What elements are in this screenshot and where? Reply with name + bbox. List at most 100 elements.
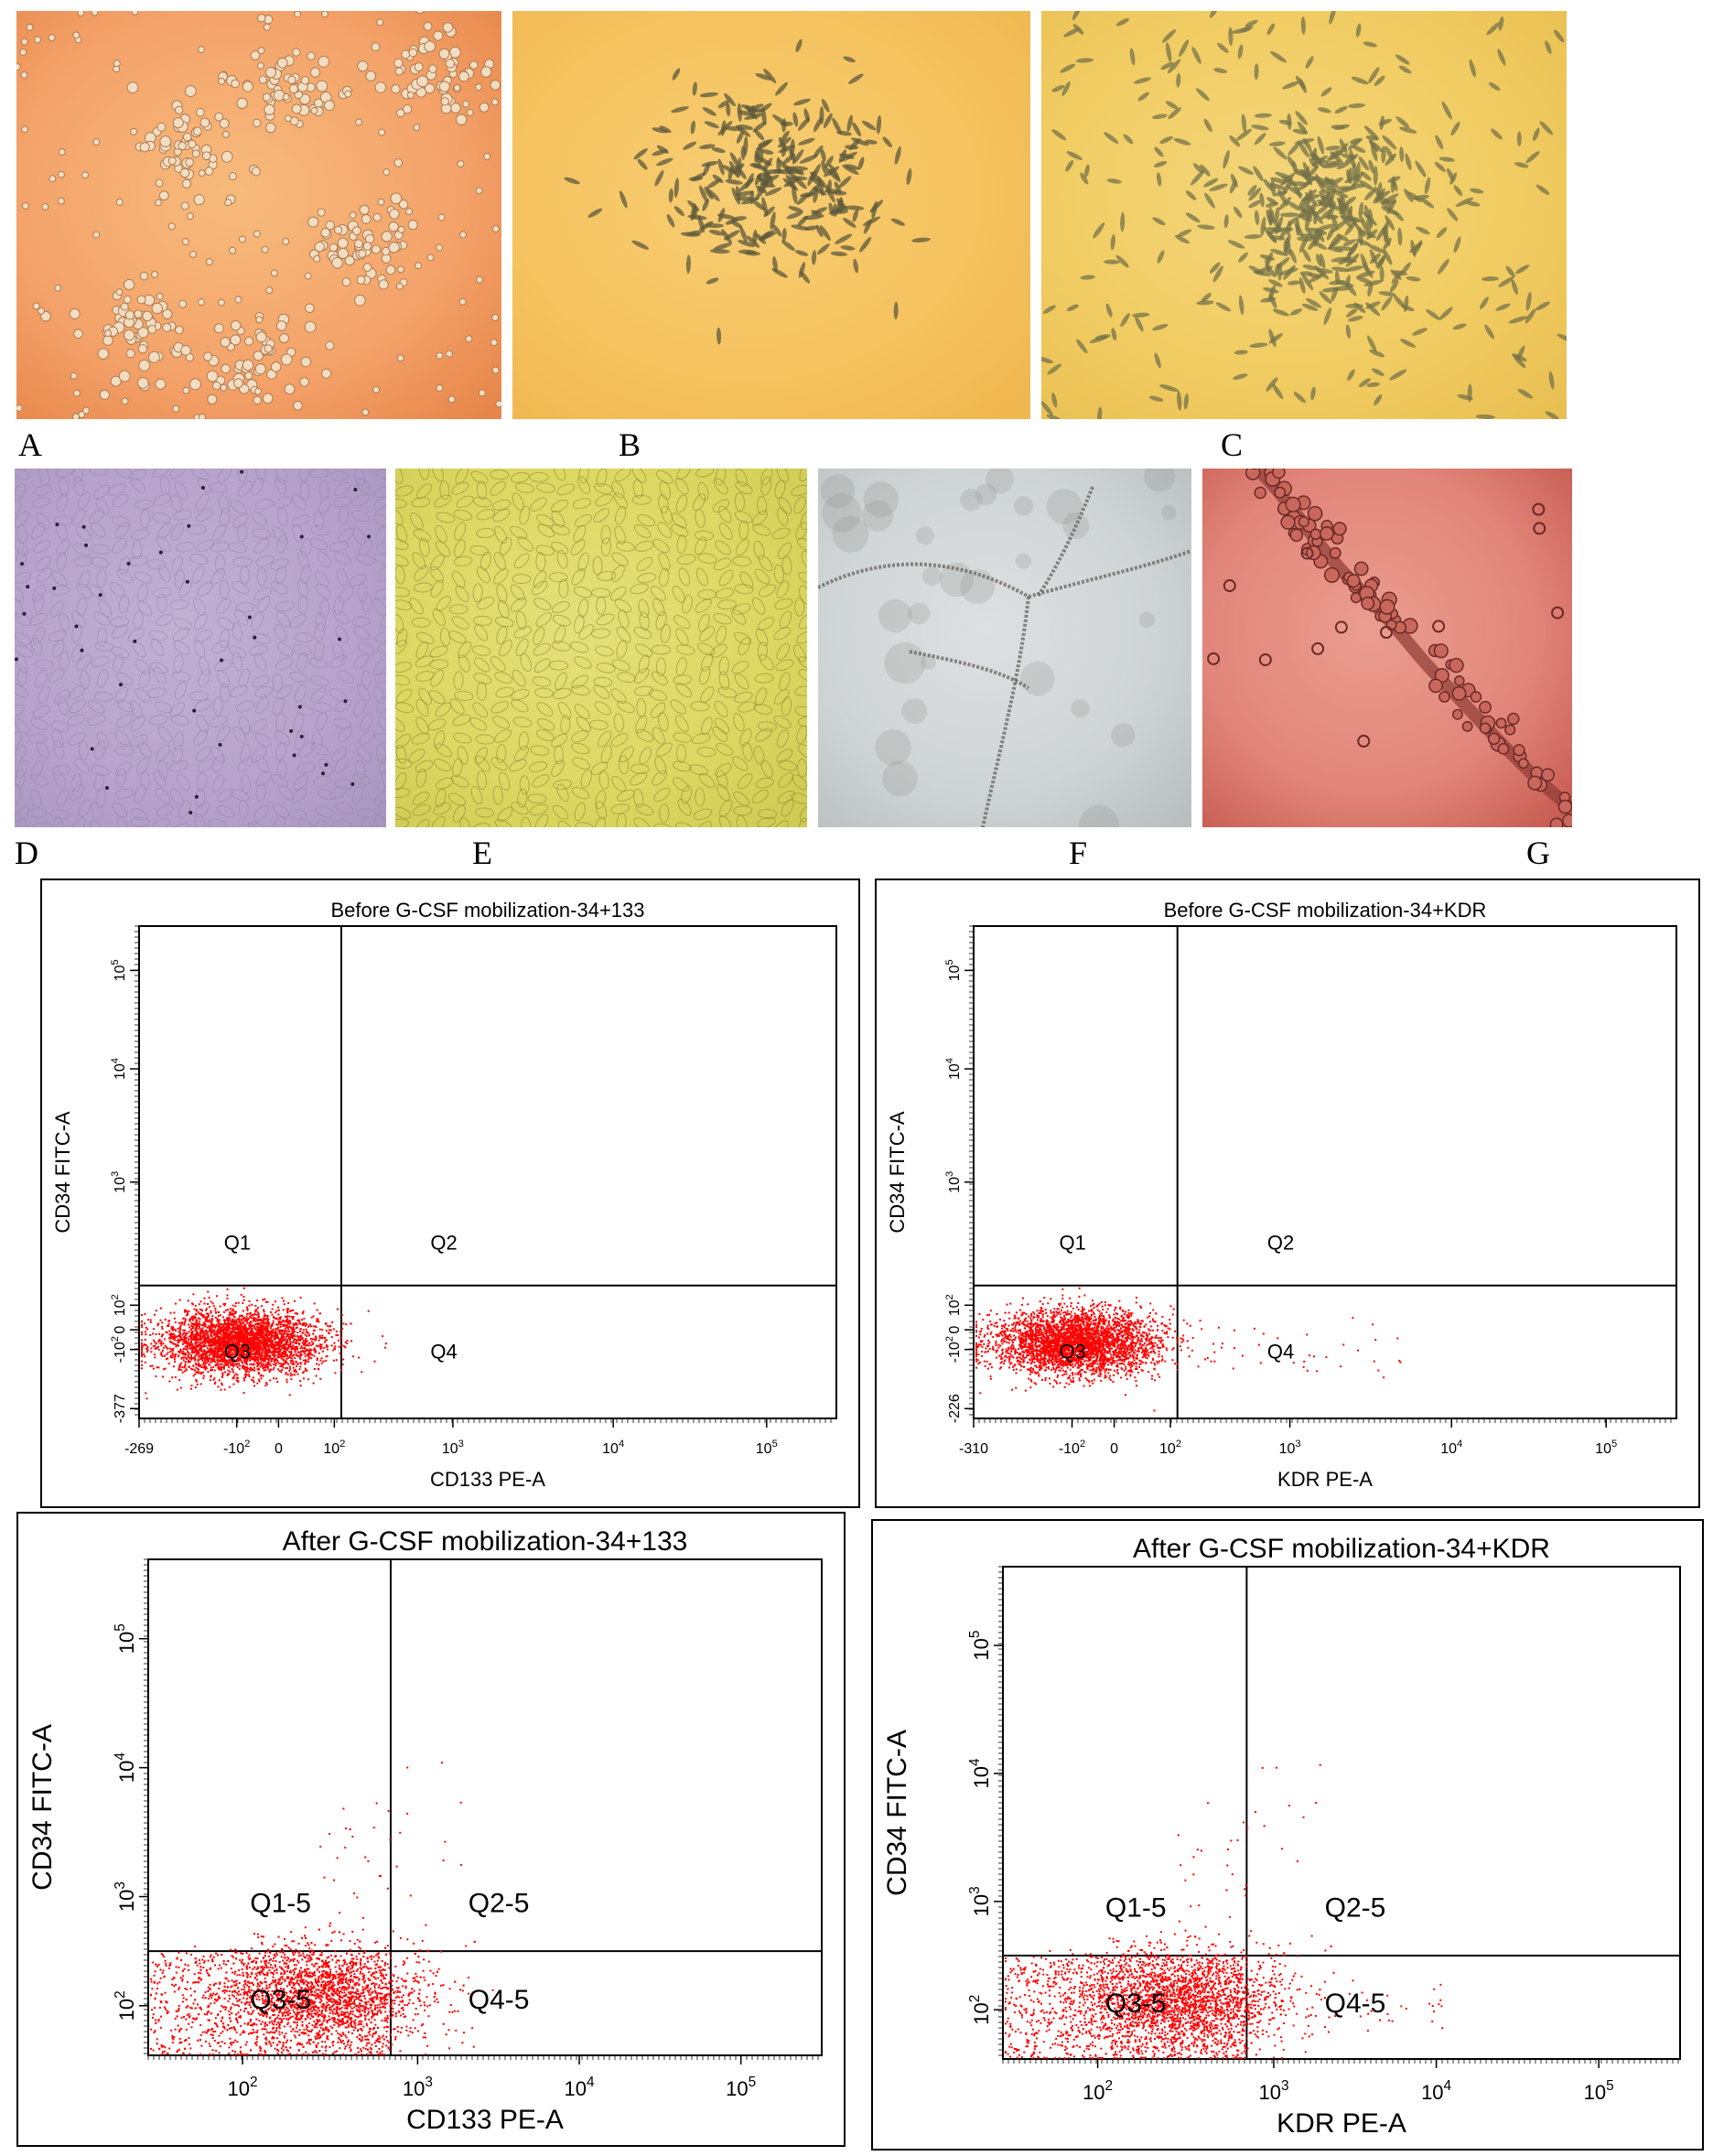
y-axis-label: CD34 FITC-A (886, 1111, 909, 1234)
panel-label-a: A (18, 426, 42, 463)
x-tick-label: 104 (602, 1439, 624, 1457)
quadrant-label-2: Q2-5 (1325, 1893, 1386, 1924)
micrograph-e (395, 469, 807, 827)
panel-label-c: C (1221, 426, 1244, 463)
x-axis-label: KDR PE-A (1277, 1468, 1373, 1491)
x-tick-label: 105 (1584, 2078, 1614, 2104)
x-tick-label: -310 (959, 1441, 988, 1457)
y-tick-label: 102 (967, 1995, 993, 2025)
x-tick-label: 102 (323, 1439, 345, 1457)
y-tick-label: 104 (110, 1058, 128, 1080)
quadrant-label-2: Q2 (1267, 1231, 1294, 1254)
y-axis-label: CD34 FITC-A (51, 1111, 74, 1234)
quadrant-label-1: Q1 (1060, 1231, 1086, 1254)
quadrant-label-4: Q4-5 (469, 1985, 530, 2015)
y-tick-label: -226 (947, 1394, 963, 1423)
micrograph-a (16, 11, 501, 419)
quadrant-label-1: Q1-5 (250, 1888, 311, 1918)
x-tick-label: -102 (223, 1439, 250, 1457)
quadrant-label-4: Q4-5 (1325, 1989, 1386, 2019)
y-tick-label: 104 (967, 1758, 993, 1788)
quadrant-label-3: Q3 (224, 1341, 251, 1364)
event-dots (975, 1287, 1402, 1412)
y-tick-label: 103 (113, 1881, 138, 1912)
y-tick-label: 105 (944, 959, 963, 981)
x-tick-label: 102 (1083, 2078, 1113, 2104)
quadrant-label-3: Q3 (1060, 1341, 1086, 1364)
micrograph-f (818, 469, 1191, 827)
y-tick-label: 102 (110, 1294, 128, 1316)
y-tick-label: 0 (113, 1326, 128, 1334)
quadrant-label-3: Q3-5 (1105, 1989, 1167, 2019)
x-tick-label: 102 (1159, 1439, 1181, 1457)
quadrant-label-1: Q1-5 (1105, 1893, 1167, 1924)
panel-label-e: E (472, 835, 492, 871)
event-dots (141, 1287, 387, 1400)
event-dots (1005, 1763, 1444, 2059)
flow-plot-before-cd133: Before G-CSF mobilization-34+133 Q1 Q2 Q3 Q4… (40, 879, 860, 1508)
micrograph-g-image (1202, 469, 1572, 827)
quadrant-label-3: Q3-5 (250, 1985, 311, 2015)
x-tick-label: 104 (1421, 2078, 1451, 2104)
x-tick-label: 104 (565, 2075, 595, 2100)
y-axis-label: CD34 FITC-A (27, 1724, 58, 1891)
x-tick-label: 105 (726, 2075, 756, 2100)
x-tick-label: 103 (442, 1439, 464, 1457)
x-tick-label: 105 (756, 1439, 778, 1457)
x-tick-label: 0 (275, 1441, 283, 1457)
flow-plot-title: Before G-CSF mobilization-34+133 (331, 899, 645, 922)
y-tick-label: 105 (113, 1623, 138, 1654)
y-tick-label: 105 (967, 1631, 993, 1661)
x-tick-label: 103 (1258, 2078, 1288, 2104)
x-tick-label: -269 (124, 1441, 154, 1457)
y-tick-label: -102 (944, 1336, 963, 1363)
y-tick-label: 102 (113, 1990, 138, 2021)
panel-label-d: D (15, 835, 38, 871)
quadrant-label-2: Q2 (430, 1231, 457, 1254)
y-tick-label: 103 (110, 1171, 128, 1193)
micrograph-c (1041, 11, 1567, 419)
flow-plot-before-kdr: Before G-CSF mobilization-34+KDR Q1 Q2 Q3 Q4… (875, 879, 1700, 1508)
micrograph-c-image (1041, 11, 1567, 419)
panel-label-f: F (1069, 835, 1088, 871)
flow-plot-title: Before G-CSF mobilization-34+KDR (1164, 899, 1487, 922)
x-tick-label: 102 (228, 2075, 258, 2100)
y-tick-label: 105 (110, 959, 128, 981)
micrograph-b (512, 11, 1030, 419)
x-tick-label: 105 (1595, 1439, 1617, 1457)
panel-label-b: B (619, 426, 641, 463)
quadrant-label-4: Q4 (430, 1341, 457, 1364)
flow-plot-after-cd133: After G-CSF mobilization-34+133 Q1-5 Q2-5 Q… (16, 1512, 846, 2147)
y-tick-label: -377 (113, 1394, 128, 1423)
x-axis-label: CD133 PE-A (406, 2105, 564, 2135)
x-axis-label: CD133 PE-A (430, 1468, 545, 1491)
micrograph-d-image (15, 469, 386, 827)
micrograph-g (1202, 469, 1572, 827)
event-dots (150, 1762, 494, 2055)
y-tick-label: 104 (944, 1058, 963, 1080)
y-tick-label: 103 (944, 1171, 963, 1193)
y-tick-label: 103 (967, 1886, 993, 1916)
y-tick-label: 0 (947, 1326, 963, 1334)
micrograph-f-image (818, 469, 1191, 827)
micrograph-d (15, 469, 386, 827)
x-tick-label: -102 (1059, 1439, 1085, 1457)
flow-plot-title: After G-CSF mobilization-34+KDR (1133, 1534, 1550, 1564)
flow-plot-after-kdr: After G-CSF mobilization-34+KDR Q1-5 Q2-5 Q… (871, 1519, 1704, 2151)
x-tick-label: 104 (1440, 1439, 1462, 1457)
micrograph-b-image (512, 11, 1030, 419)
y-tick-label: 102 (944, 1294, 963, 1316)
x-tick-label: 103 (1279, 1439, 1301, 1457)
micrograph-e-image (395, 469, 807, 827)
quadrant-label-2: Q2-5 (469, 1888, 530, 1918)
quadrant-label-4: Q4 (1267, 1341, 1294, 1364)
micrograph-a-image (16, 11, 501, 419)
x-axis-label: KDR PE-A (1277, 2108, 1406, 2139)
y-tick-label: 104 (113, 1752, 138, 1783)
x-tick-label: 0 (1110, 1441, 1118, 1457)
quadrant-label-1: Q1 (224, 1231, 251, 1254)
y-tick-label: -102 (110, 1336, 128, 1363)
y-axis-label: CD34 FITC-A (882, 1730, 912, 1896)
flow-plot-title: After G-CSF mobilization-34+133 (283, 1526, 688, 1557)
x-tick-label: 103 (403, 2075, 433, 2100)
